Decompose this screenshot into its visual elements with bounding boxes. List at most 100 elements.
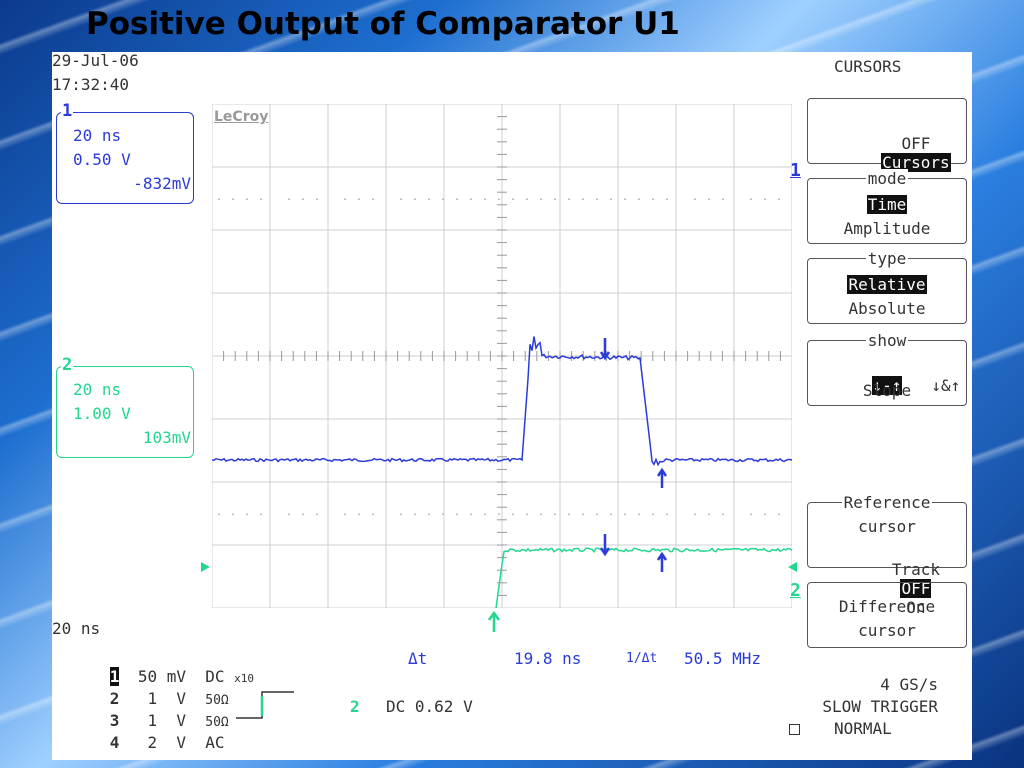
- grid-dot: [638, 513, 640, 515]
- grid-dot: [456, 513, 458, 515]
- grid-dot: [470, 513, 472, 515]
- grid-dot: [302, 513, 304, 515]
- delta-t-value: 19.8 ns: [514, 649, 582, 668]
- grid-dot: [540, 513, 542, 515]
- channel1-side-marker: 1: [790, 160, 801, 181]
- grid-dot: [372, 198, 374, 200]
- grid-dot: [568, 513, 570, 515]
- cursors-off-option: OFF: [901, 134, 931, 153]
- channel2-side-marker: 2: [790, 580, 801, 601]
- grid-dot: [260, 198, 262, 200]
- sample-rate: 4 GS/s: [880, 675, 938, 694]
- difference-cursor-softkey[interactable]: Difference cursor: [807, 582, 967, 648]
- grid-dot: [316, 198, 318, 200]
- reference-on-option: On: [906, 598, 926, 617]
- channel2-info-box[interactable]: 2 20 ns 1.00 V 103mV: [56, 355, 194, 458]
- grid-dots: [218, 198, 780, 515]
- show-option-slope: Slope: [862, 381, 912, 400]
- channel2-trace: [495, 547, 792, 608]
- menu-title: CURSORS: [834, 57, 902, 76]
- grid-dot: [218, 513, 220, 515]
- slide-title: Positive Output of Comparator U1: [86, 6, 680, 42]
- show-softkey[interactable]: show ↓-↑ ↓&↑ Slope: [807, 331, 967, 406]
- trigger-level-marker-right-icon: [788, 562, 797, 572]
- type-option-absolute: Absolute: [848, 299, 926, 318]
- grid-dot: [232, 198, 234, 200]
- grid-dot: [484, 198, 486, 200]
- grid-dot: [764, 513, 766, 515]
- grid-dot: [498, 513, 500, 515]
- trigger-position-arrow-icon: [487, 610, 501, 632]
- type-option-relative: Relative: [847, 275, 927, 294]
- grid-dot: [764, 198, 766, 200]
- grid-dot: [428, 198, 430, 200]
- grid-dot: [470, 198, 472, 200]
- grid-dot: [750, 513, 752, 515]
- reference-header: Reference: [841, 493, 933, 512]
- cursor-markers: [599, 338, 668, 572]
- mode-option-amplitude: Amplitude: [843, 219, 931, 238]
- reference-cursor-softkey[interactable]: Reference cursor Track OFF On: [807, 493, 967, 617]
- grid-dot: [554, 198, 556, 200]
- grid-dot: [568, 198, 570, 200]
- grid-dot: [442, 198, 444, 200]
- grid-dot: [372, 513, 374, 515]
- grid-dot: [638, 198, 640, 200]
- trigger-level: DC 0.62 V: [386, 697, 473, 716]
- channel-settings-row[interactable]: 2 1 V 50Ω: [109, 689, 229, 709]
- grid-dot: [652, 198, 654, 200]
- channel2-volts-per-div: 1.00 V: [73, 404, 131, 423]
- cursor-up-arrow-icon[interactable]: [656, 467, 668, 488]
- grid-dot: [288, 198, 290, 200]
- cursors-toggle-softkey[interactable]: OFF Cursors: [807, 98, 967, 172]
- grid-dot: [596, 513, 598, 515]
- grid-dot: [316, 513, 318, 515]
- grid-dot: [358, 513, 360, 515]
- grid-dot: [666, 198, 668, 200]
- mode-softkey[interactable]: mode Time Amplitude: [807, 169, 967, 244]
- grid-dot: [456, 198, 458, 200]
- cursor-down-arrow-icon[interactable]: [599, 534, 611, 557]
- delta-t-label: Δt: [408, 649, 428, 668]
- grid-dot: [666, 513, 668, 515]
- channel-settings-row[interactable]: 1 50 mV DC x10: [109, 667, 255, 686]
- channel2-number: 2: [61, 355, 74, 375]
- channel2-timebase: 20 ns: [73, 380, 122, 399]
- center-axes: [223, 116, 781, 596]
- grid-dot: [246, 513, 248, 515]
- grid-dot: [218, 198, 220, 200]
- trigger-edge-icon: [236, 691, 294, 719]
- grid-dot: [778, 513, 780, 515]
- cursor-down-arrow-icon[interactable]: [599, 338, 611, 361]
- date-readout: 29-Jul-06: [52, 51, 139, 70]
- trigger-state: NORMAL: [834, 719, 892, 738]
- grid-dot: [694, 198, 696, 200]
- grid-dot: [260, 513, 262, 515]
- reference-track-label: Track: [891, 560, 940, 579]
- show-option-and-icon: ↓&↑: [931, 376, 961, 395]
- grid-dot: [610, 198, 612, 200]
- grid-dot: [540, 198, 542, 200]
- type-softkey[interactable]: type Relative Absolute: [807, 249, 967, 324]
- difference-cursor-label: cursor: [858, 621, 916, 640]
- cursor-up-arrow-icon[interactable]: [656, 551, 668, 572]
- grid-dot: [778, 198, 780, 200]
- grid-dot: [512, 513, 514, 515]
- time-readout: 17:32:40: [52, 75, 130, 94]
- grid-dot: [596, 198, 598, 200]
- grid-dot: [722, 513, 724, 515]
- grid-dot: [414, 513, 416, 515]
- grid-dot: [624, 513, 626, 515]
- channel1-number: 1: [61, 101, 74, 121]
- grid-dot: [652, 513, 654, 515]
- grid-dot: [484, 513, 486, 515]
- oscilloscope-screen: 29-Jul-06 17:32:40 1 20 ns 0.50 V -832mV…: [52, 52, 972, 760]
- channel-settings-row[interactable]: 3 1 V 50Ω: [109, 711, 229, 731]
- grid-dot: [232, 513, 234, 515]
- trigger-mode: SLOW TRIGGER: [822, 697, 938, 716]
- channel1-info-box[interactable]: 1 20 ns 0.50 V -832mV: [56, 101, 194, 204]
- grid-dot: [582, 513, 584, 515]
- grid-dot: [358, 198, 360, 200]
- grid-dot: [246, 198, 248, 200]
- channel-settings-row[interactable]: 4 2 V AC: [109, 733, 225, 752]
